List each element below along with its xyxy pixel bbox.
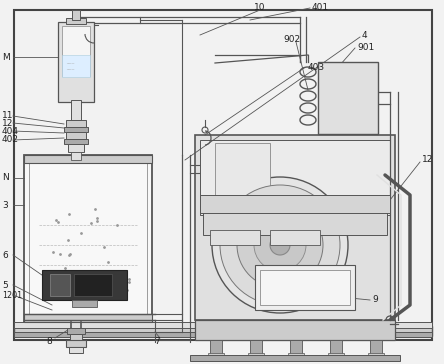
Bar: [195, 135, 395, 320]
Bar: [255, 265, 355, 310]
Text: 404: 404: [2, 127, 19, 135]
Bar: [288, 353, 304, 357]
Bar: [58, 22, 94, 102]
Text: 401: 401: [312, 4, 329, 12]
Bar: [190, 355, 400, 361]
Bar: [71, 100, 81, 120]
Text: 9: 9: [372, 296, 378, 305]
Bar: [62, 55, 90, 77]
Bar: [200, 140, 390, 215]
Text: 7: 7: [154, 337, 160, 347]
Bar: [50, 274, 70, 296]
Text: ___: ___: [66, 66, 74, 71]
Bar: [203, 210, 387, 235]
Bar: [195, 320, 395, 340]
Bar: [64, 139, 88, 144]
Text: 1201: 1201: [2, 290, 22, 300]
Bar: [62, 26, 90, 76]
Bar: [24, 155, 152, 163]
Bar: [64, 127, 88, 132]
Bar: [215, 143, 270, 198]
Bar: [330, 340, 342, 355]
Text: 902: 902: [283, 36, 300, 44]
Bar: [66, 18, 86, 24]
Text: 4: 4: [362, 31, 368, 40]
Bar: [24, 314, 152, 322]
Text: ___: ___: [66, 59, 74, 64]
Circle shape: [220, 185, 340, 305]
Text: 12: 12: [422, 155, 433, 165]
Text: 402: 402: [2, 135, 19, 145]
Bar: [318, 62, 378, 134]
Bar: [208, 353, 224, 357]
Bar: [248, 353, 264, 357]
Bar: [370, 340, 382, 355]
Circle shape: [237, 202, 323, 288]
Text: 6: 6: [2, 250, 8, 260]
Bar: [250, 340, 262, 355]
Text: 11: 11: [2, 111, 13, 120]
Bar: [290, 340, 302, 355]
Text: 8: 8: [46, 337, 52, 347]
Bar: [14, 326, 432, 336]
Text: 3: 3: [2, 201, 8, 210]
Bar: [14, 322, 432, 328]
Bar: [24, 155, 152, 322]
Bar: [70, 334, 82, 340]
Circle shape: [270, 235, 290, 255]
Bar: [74, 274, 112, 296]
Bar: [71, 152, 81, 160]
Bar: [69, 347, 83, 353]
Text: N: N: [2, 174, 9, 182]
Circle shape: [212, 177, 348, 313]
Text: M: M: [2, 52, 10, 62]
Bar: [67, 328, 85, 334]
Bar: [260, 270, 350, 305]
Bar: [72, 10, 80, 20]
Text: 403: 403: [308, 63, 325, 72]
Bar: [66, 120, 86, 127]
Bar: [210, 340, 222, 355]
Text: 5: 5: [2, 281, 8, 289]
Bar: [328, 353, 344, 357]
Bar: [14, 332, 432, 337]
Bar: [68, 144, 84, 152]
Bar: [200, 195, 390, 213]
Bar: [42, 270, 127, 300]
Text: 12: 12: [2, 119, 13, 127]
Text: 901: 901: [357, 44, 374, 52]
Circle shape: [254, 219, 306, 271]
Bar: [368, 353, 384, 357]
Bar: [210, 230, 260, 245]
Bar: [29, 160, 147, 317]
Text: 10: 10: [254, 4, 266, 12]
Bar: [270, 230, 320, 245]
Bar: [66, 340, 86, 347]
Bar: [66, 132, 86, 139]
Bar: [72, 300, 97, 307]
